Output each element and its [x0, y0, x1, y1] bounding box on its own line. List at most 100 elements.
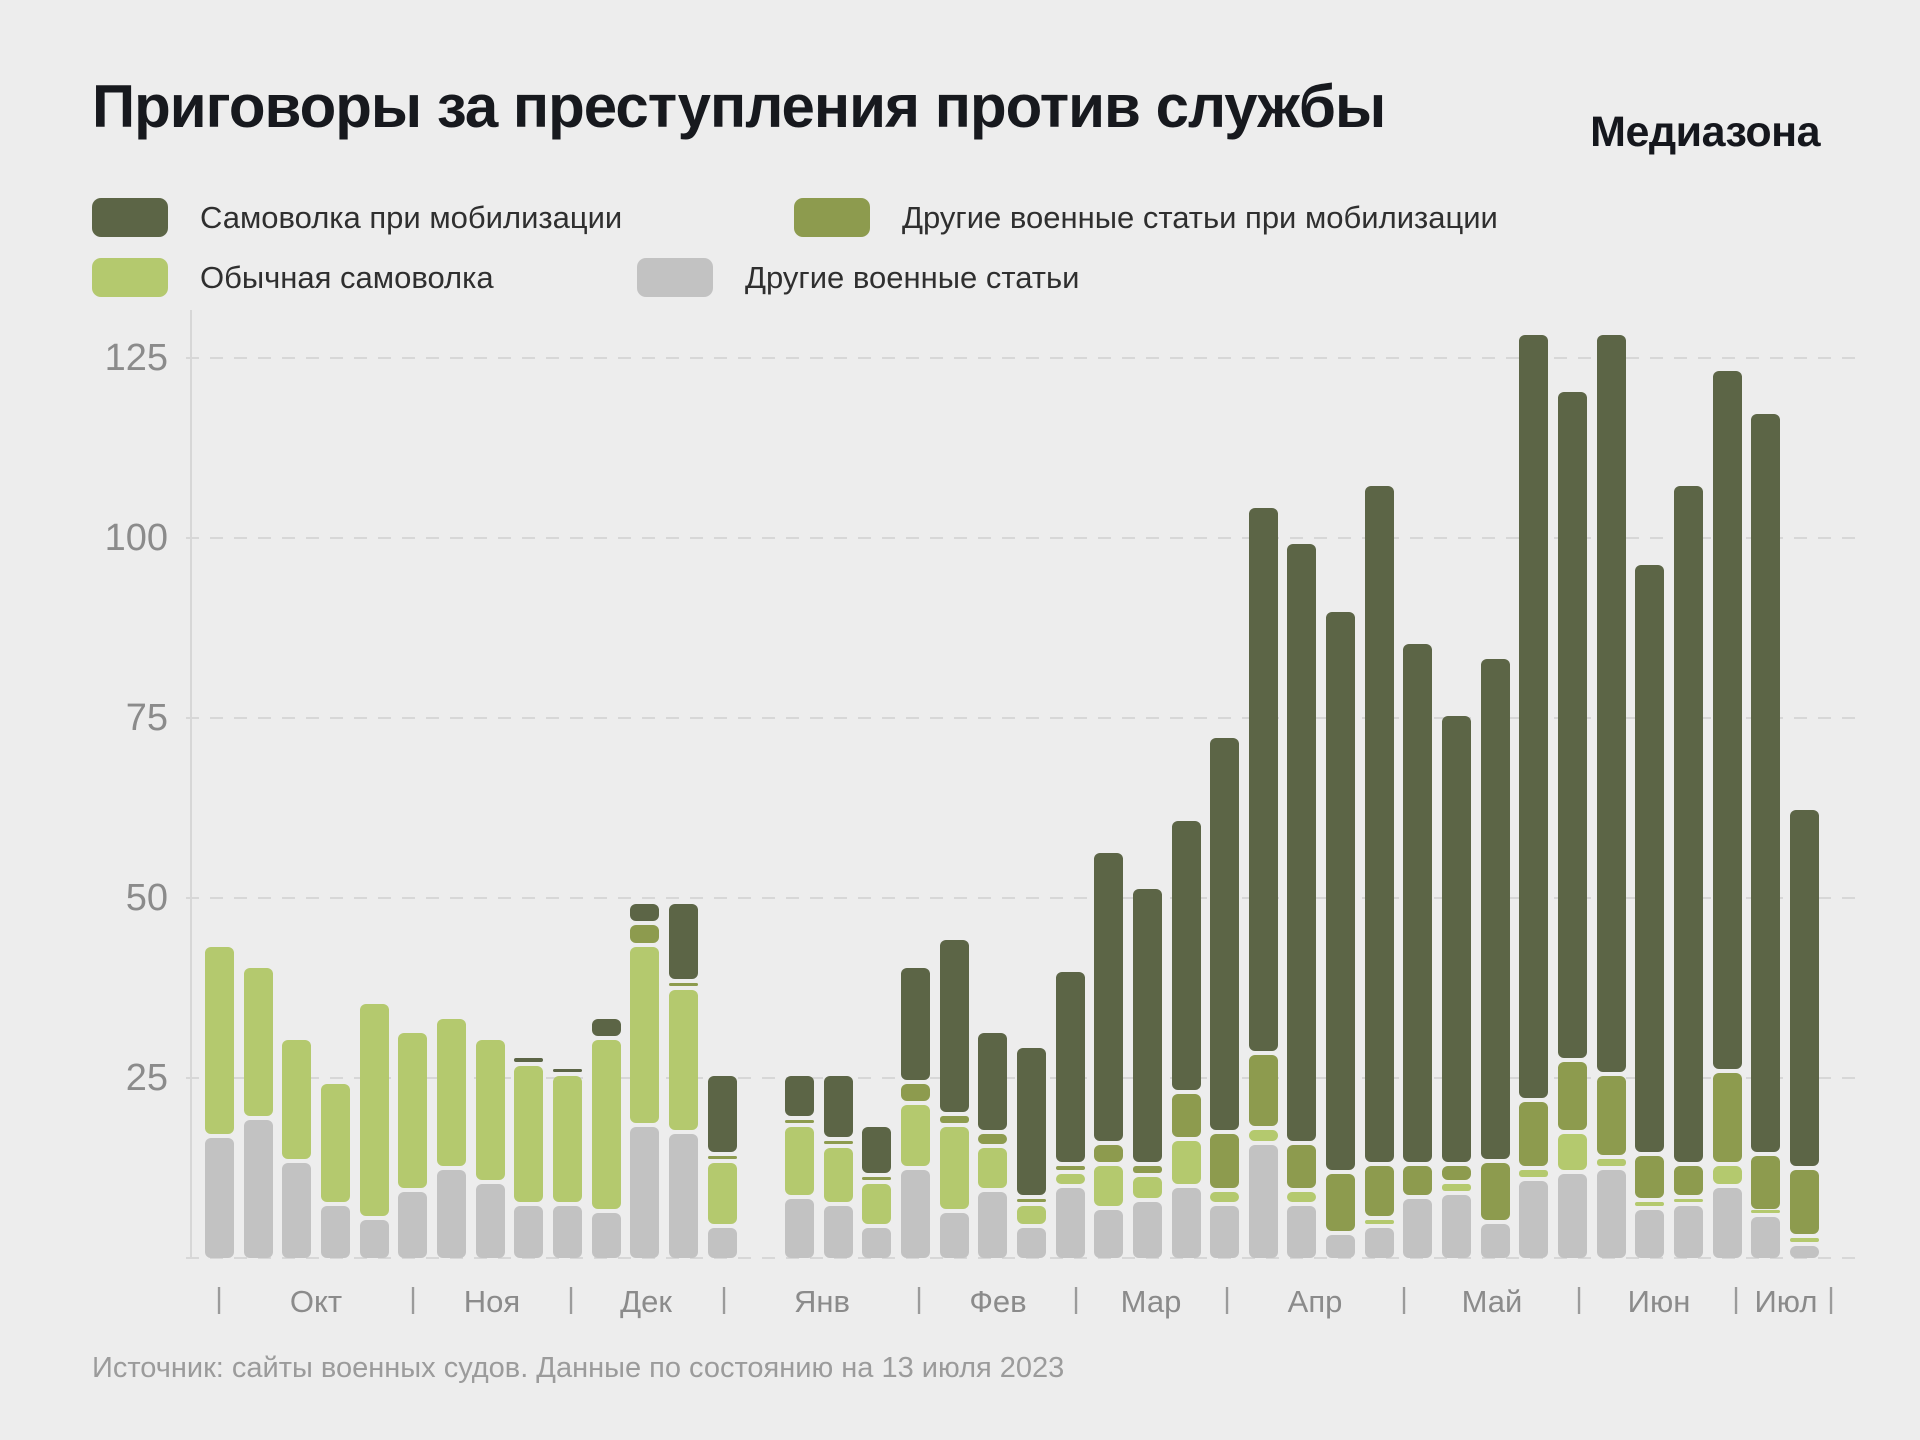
bar-segment-week16-s0 — [823, 1206, 853, 1258]
bar-segment-week19-s3 — [939, 939, 969, 1112]
legend-label: Самоволка при мобилизации — [200, 199, 623, 235]
bar-segment-week35-s2 — [1558, 1062, 1588, 1130]
bar-segment-week9-s3 — [514, 1058, 544, 1062]
legend-swatch-gray — [637, 258, 713, 297]
x-axis-tick-0: | — [215, 1283, 223, 1315]
bar-segment-week34-s3 — [1519, 334, 1549, 1098]
bar-segment-week37-s0 — [1635, 1209, 1665, 1258]
bar-segment-week19-s2 — [939, 1116, 969, 1123]
bar-segment-week14-s1 — [707, 1162, 737, 1224]
bar-segment-week10-s0 — [552, 1206, 582, 1258]
x-axis-month-Фев: Фев — [969, 1284, 1027, 1319]
bar-segment-week22-s3 — [1055, 972, 1085, 1163]
bar-segment-week21-s1 — [1016, 1206, 1046, 1224]
y-axis-label: 25 — [125, 1057, 168, 1099]
legend-label: Другие военные статьи — [745, 259, 1080, 295]
bar-segment-week20-s1 — [978, 1148, 1008, 1188]
bar-segment-week33-s0 — [1480, 1224, 1510, 1258]
bar-segment-week30-s3 — [1364, 486, 1394, 1163]
bar-segment-week36-s3 — [1596, 334, 1626, 1073]
legend-item-other-articles-mobilization: Другие военные статьи при мобилизации — [794, 198, 1498, 237]
gridline-100 — [186, 537, 1855, 539]
bar-segment-week17-s1 — [862, 1184, 892, 1224]
bar-segment-week24-s3 — [1132, 889, 1162, 1163]
bar-segment-week18-s2 — [900, 1083, 930, 1102]
bar-segment-week15-s3 — [784, 1076, 814, 1116]
bar-segment-week4-s1 — [320, 1083, 350, 1202]
x-axis-tick-7: | — [1400, 1283, 1408, 1315]
bar-segment-week9-s1 — [514, 1065, 544, 1202]
x-axis-tick-1: | — [409, 1283, 417, 1315]
bar-segment-week19-s0 — [939, 1213, 969, 1258]
bar-segment-week21-s0 — [1016, 1227, 1046, 1258]
bar-segment-week15-s1 — [784, 1126, 814, 1195]
bar-segment-week29-s3 — [1326, 612, 1356, 1170]
bar-segment-week36-s0 — [1596, 1170, 1626, 1258]
bar-segment-week39-s2 — [1712, 1072, 1742, 1163]
bar-segment-week29-s0 — [1326, 1234, 1356, 1258]
bar-segment-week5-s1 — [359, 1004, 389, 1217]
legend-item-awol-mobilization: Самоволка при мобилизации — [92, 198, 622, 237]
bar-segment-week38-s3 — [1674, 486, 1704, 1163]
bar-segment-week1-s1 — [205, 946, 234, 1134]
bar-segment-week8-s1 — [475, 1040, 505, 1181]
bar-segment-week24-s0 — [1132, 1202, 1162, 1258]
bar-segment-week23-s1 — [1094, 1166, 1124, 1206]
gridline-50 — [186, 897, 1855, 899]
x-axis-tick-8: | — [1575, 1283, 1583, 1315]
mediazona-logo: Медиазона — [1590, 108, 1820, 156]
bar-segment-week18-s0 — [900, 1170, 930, 1258]
bar-segment-week20-s2 — [978, 1134, 1008, 1145]
bar-segment-week31-s3 — [1403, 644, 1433, 1163]
x-axis-tick-9: | — [1732, 1283, 1740, 1315]
x-axis-tick-6: | — [1223, 1283, 1231, 1315]
y-axis-label: 125 — [104, 337, 168, 379]
bar-segment-week13-s3 — [668, 903, 698, 979]
bar-segment-week33-s2 — [1480, 1162, 1510, 1220]
bar-segment-week32-s0 — [1442, 1195, 1472, 1258]
x-axis-tick-5: | — [1072, 1283, 1080, 1315]
bar-segment-week32-s2 — [1442, 1166, 1472, 1181]
bar-segment-week16-s2 — [823, 1141, 853, 1145]
bar-segment-week4-s0 — [320, 1206, 350, 1258]
bar-segment-week37-s3 — [1635, 565, 1665, 1152]
x-axis-month-Дек: Дек — [620, 1284, 672, 1319]
bar-segment-week13-s0 — [668, 1134, 698, 1258]
y-axis-label: 100 — [104, 517, 168, 559]
bar-segment-week40-s3 — [1751, 414, 1781, 1152]
bar-segment-week19-s1 — [939, 1126, 969, 1210]
bar-segment-week41-s0 — [1790, 1245, 1820, 1258]
bar-segment-week23-s0 — [1094, 1209, 1124, 1258]
bar-segment-week35-s3 — [1558, 392, 1588, 1058]
bar-segment-week10-s3 — [552, 1069, 582, 1073]
bar-segment-week39-s3 — [1712, 370, 1742, 1069]
x-axis-tick-3: | — [720, 1283, 728, 1315]
bar-segment-week9-s0 — [514, 1206, 544, 1258]
bar-segment-week25-s2 — [1171, 1094, 1201, 1138]
bar-segment-week2-s1 — [243, 968, 273, 1116]
bar-segment-week26-s0 — [1210, 1206, 1240, 1258]
bar-segment-week16-s1 — [823, 1148, 853, 1202]
legend-swatch-light-green — [92, 258, 168, 297]
y-axis-line — [190, 310, 192, 1258]
bar-segment-week7-s0 — [436, 1170, 466, 1258]
legend-item-regular-awol: Обычная самоволка — [92, 258, 494, 297]
bar-segment-week35-s0 — [1558, 1173, 1588, 1258]
bar-segment-week27-s0 — [1248, 1144, 1278, 1258]
legend-item-other-articles: Другие военные статьи — [637, 258, 1079, 297]
bar-segment-week16-s3 — [823, 1076, 853, 1138]
bar-segment-week37-s1 — [1635, 1202, 1665, 1206]
bar-segment-week2-s0 — [243, 1119, 273, 1258]
bar-segment-week41-s1 — [1790, 1238, 1820, 1242]
bar-segment-week12-s0 — [630, 1126, 660, 1258]
bar-segment-week13-s2 — [668, 982, 698, 986]
bar-segment-week32-s3 — [1442, 716, 1472, 1163]
bar-segment-week22-s2 — [1055, 1166, 1085, 1170]
page-title: Приговоры за преступления против службы — [92, 73, 1386, 140]
x-axis-tick-2: | — [567, 1283, 575, 1315]
x-axis-month-Май: Май — [1461, 1284, 1523, 1319]
legend-label: Обычная самоволка — [200, 259, 494, 295]
bar-segment-week12-s1 — [630, 946, 660, 1123]
